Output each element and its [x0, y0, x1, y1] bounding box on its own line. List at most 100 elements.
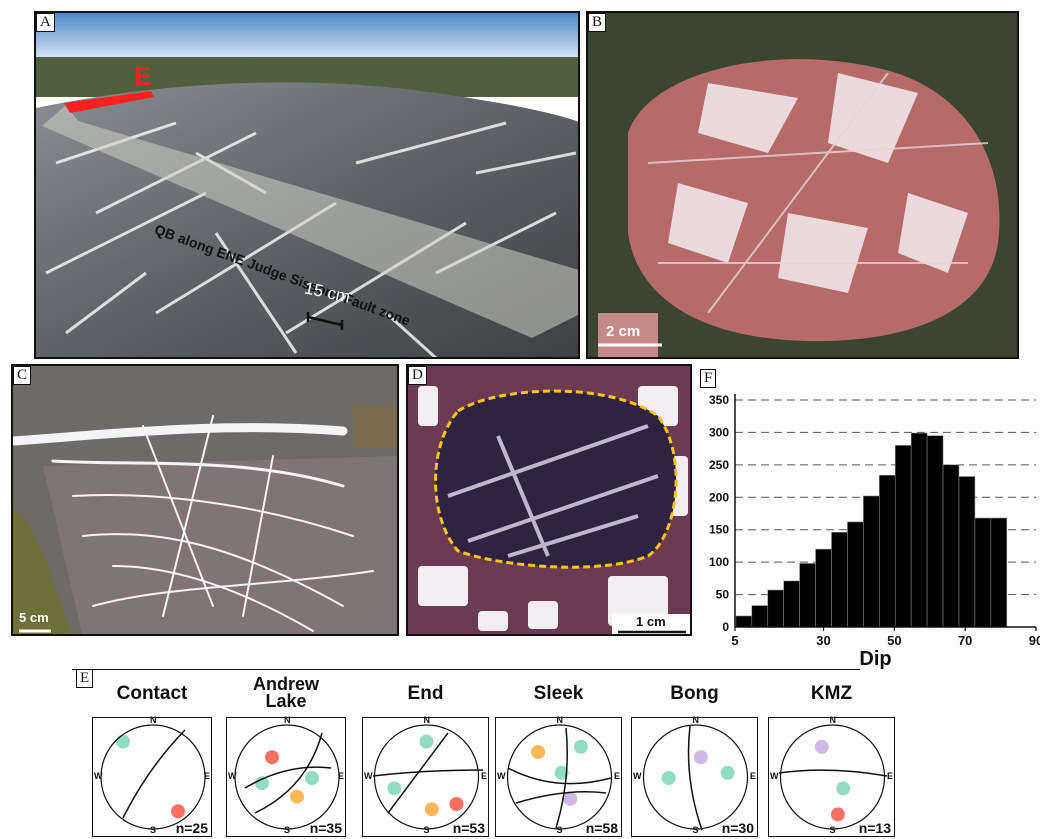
density-blob [661, 771, 676, 785]
histogram-bar [879, 474, 896, 628]
stereonet-plot [778, 724, 888, 830]
density-blob [573, 739, 588, 754]
panel-b-image [588, 13, 1017, 357]
compass-w: W [497, 771, 506, 781]
great-circle [254, 732, 323, 814]
primitive-circle [642, 724, 749, 830]
stereonet-count: n=58 [585, 820, 618, 836]
stereonet-plot [506, 724, 613, 830]
density-blob [720, 765, 735, 780]
histogram-bar [767, 589, 784, 628]
density-blob [255, 776, 269, 791]
stereonet-title-line: Andrew [252, 674, 319, 694]
compass-s: S [150, 825, 157, 835]
stereonet-plot [100, 724, 206, 830]
panel-d-scale-label: 1 cm [636, 614, 666, 629]
compass-n: N [556, 715, 564, 725]
stereonet-title-line: Lake [265, 691, 307, 711]
great-circle [778, 769, 888, 777]
histogram-bar [894, 445, 912, 628]
stereonet-count: n=53 [452, 820, 485, 836]
panel-a-image [36, 13, 578, 357]
y-tick-label: 300 [709, 425, 729, 439]
histogram-bar [831, 532, 848, 628]
compass-e: E [750, 771, 757, 781]
density-blob [814, 739, 829, 754]
compass-n: N [150, 715, 157, 725]
density-blob [290, 789, 304, 804]
panel-d-image [408, 366, 690, 634]
y-tick-label: 150 [709, 523, 729, 537]
primitive-circle [506, 724, 613, 830]
stereonet-count: n=30 [721, 820, 754, 836]
density-blob [830, 807, 845, 822]
density-blob [693, 750, 708, 765]
histogram-bar [958, 476, 976, 628]
histogram-bar [847, 521, 864, 628]
stereonet-plot [642, 724, 749, 831]
panel-b-photo: B 2 cm [586, 11, 1019, 359]
y-tick-label: 50 [716, 588, 730, 602]
compass-w: W [364, 771, 373, 781]
panel-a-e-marker: E [134, 61, 152, 91]
panel-e-divider [72, 669, 860, 670]
primitive-circle [373, 724, 480, 830]
density-blob [419, 734, 434, 749]
y-tick-label: 250 [709, 458, 729, 472]
stereonet-plot [234, 724, 340, 830]
x-tick-label: 70 [958, 633, 972, 648]
panel-c-image [13, 366, 397, 634]
panel-d-label: D [408, 366, 427, 385]
histogram-bar [783, 580, 800, 628]
stereonet-count: n=25 [175, 820, 208, 836]
histogram-bar [910, 432, 928, 628]
compass-w: W [770, 771, 779, 781]
histogram-bar [735, 615, 753, 628]
great-circle [687, 725, 703, 831]
great-circle [387, 732, 449, 814]
stereonet-title: KMZ [810, 683, 853, 704]
compass-w: W [228, 771, 237, 781]
stereonet-plot [372, 724, 484, 830]
panel-c-scale-label: 5 cm [19, 610, 49, 625]
compass-w: W [633, 771, 642, 781]
panel-f-label: F [700, 369, 717, 388]
density-blob [116, 734, 130, 749]
histogram-bar [926, 435, 944, 628]
compass-n: N [284, 715, 291, 725]
compass-e: E [887, 771, 894, 781]
density-blob [424, 802, 439, 817]
dip-histogram: 0 50 100 150 200 250 300 350 5 30 50 70 90 Dip [709, 393, 1040, 670]
stereonet-title: Contact [116, 683, 188, 704]
panel-a-label: A [36, 13, 55, 32]
stereonet-count: n=35 [309, 820, 342, 836]
stereonet-title: Bong [670, 683, 719, 704]
density-blob [836, 781, 851, 796]
y-tick-label: 200 [709, 490, 729, 504]
panel-b-label: B [588, 13, 607, 32]
primitive-circle [234, 724, 340, 830]
density-blob [387, 781, 402, 796]
compass-e: E [614, 771, 621, 781]
histogram-bar [942, 464, 960, 628]
density-blob [554, 765, 569, 780]
compass-n: N [692, 715, 700, 725]
panel-e-label: E [76, 669, 94, 688]
compass-n: N [829, 715, 837, 725]
compass-s: S [284, 825, 291, 835]
x-tick-label: 50 [887, 633, 901, 648]
great-circle [515, 791, 607, 804]
compass-n: N [423, 715, 431, 725]
density-blob [531, 745, 546, 759]
panel-d-thin-section: D 1 cm [406, 364, 692, 636]
panel-c-photo: C 5 cm [11, 364, 399, 636]
great-circle [555, 727, 568, 829]
